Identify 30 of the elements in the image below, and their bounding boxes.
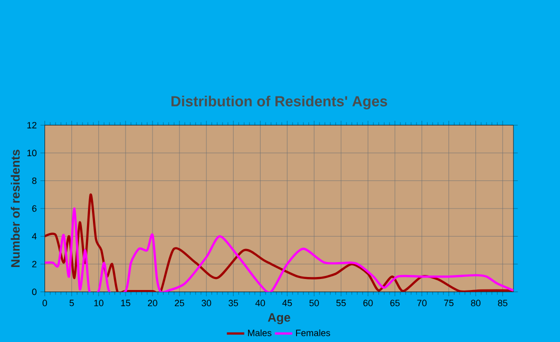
- x-tick-label: 50: [309, 300, 319, 306]
- x-tick-label: 60: [363, 300, 373, 306]
- y-tick-label: 10: [27, 150, 37, 156]
- x-tick-label: 5: [70, 300, 74, 306]
- x-tick-label: 0: [42, 300, 47, 306]
- x-tick-label: 80: [471, 300, 480, 306]
- y-axis-title: Number of residents: [10, 150, 20, 267]
- y-tick-label: 6: [32, 205, 36, 212]
- x-tick-label: 85: [498, 300, 508, 306]
- x-tick-label: 70: [417, 300, 427, 306]
- x-tick-label: 30: [202, 300, 212, 306]
- chart-title: Distribution of Residents' Ages: [172, 96, 388, 110]
- y-tick-label: 12: [27, 122, 36, 128]
- x-tick-label: 40: [255, 300, 265, 306]
- x-tick-label: 75: [444, 300, 454, 306]
- y-tick-label: 8: [32, 177, 36, 184]
- y-tick-label: 0: [32, 288, 37, 295]
- x-tick-label: 55: [336, 300, 346, 306]
- x-tick-label: 10: [94, 300, 104, 306]
- legend-label: Males: [248, 329, 272, 336]
- x-tick-label: 25: [174, 300, 184, 306]
- legend-label: Females: [296, 329, 330, 336]
- x-axis-title: Age: [268, 313, 290, 324]
- x-tick-label: 65: [390, 300, 400, 306]
- y-tick-label: 4: [32, 232, 37, 240]
- x-tick-label: 35: [228, 300, 238, 306]
- y-tick-label: 2: [32, 260, 36, 268]
- x-tick-label: 20: [148, 300, 158, 306]
- x-tick-label: 15: [121, 300, 130, 306]
- x-tick-label: 45: [282, 300, 292, 306]
